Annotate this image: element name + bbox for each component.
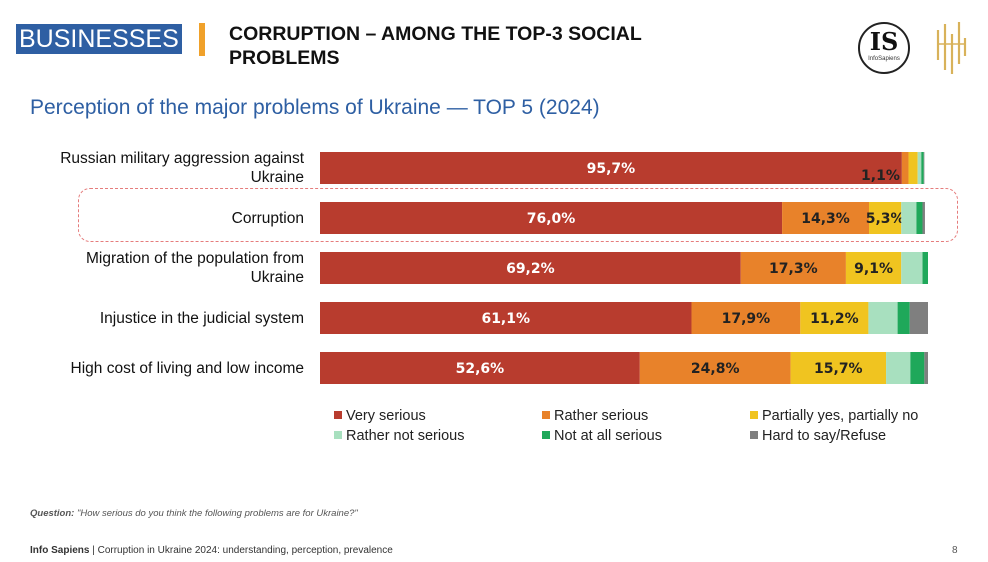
bar-segment bbox=[886, 352, 911, 384]
info-sapiens-logo: IS InfoSapiens bbox=[858, 22, 910, 74]
bar-segment bbox=[910, 352, 925, 384]
legend-item: Rather serious bbox=[542, 408, 648, 424]
bar-segment bbox=[922, 202, 925, 234]
bar-segment bbox=[320, 202, 783, 234]
bar-segment bbox=[782, 202, 870, 234]
category-label-line: Russian military aggression against bbox=[60, 150, 304, 167]
category-label: Injustice in the judicial system bbox=[14, 309, 304, 328]
category-label-line: Ukraine bbox=[250, 169, 304, 186]
legend-swatch bbox=[334, 431, 342, 439]
data-label: 61,1% bbox=[481, 311, 530, 327]
bar-segment bbox=[320, 252, 741, 284]
data-label: 17,9% bbox=[722, 311, 771, 327]
data-label: 11,2% bbox=[810, 311, 859, 327]
bar-segment bbox=[800, 302, 869, 334]
bar-segment bbox=[897, 302, 910, 334]
data-label: 76,0% bbox=[527, 211, 576, 227]
data-label: 9,1% bbox=[854, 261, 893, 277]
data-label: 14,3% bbox=[801, 211, 850, 227]
bar-segment bbox=[916, 202, 923, 234]
bar-segment bbox=[320, 152, 902, 184]
data-label-outside: 1,1% bbox=[861, 168, 900, 184]
headline-line-2: PROBLEMS bbox=[229, 47, 340, 69]
bar-segment bbox=[320, 302, 692, 334]
legend-label: Very serious bbox=[346, 408, 426, 424]
legend-item: Hard to say/Refuse bbox=[750, 428, 886, 444]
bar-segment bbox=[923, 152, 925, 184]
headline-line-1: CORRUPTION – AMONG THE TOP-3 SOCIAL bbox=[229, 23, 642, 45]
legend-label: Hard to say/Refuse bbox=[762, 428, 887, 444]
legend-swatch bbox=[334, 411, 342, 419]
logo-subtext: InfoSapiens bbox=[868, 56, 900, 62]
category-label-line: High cost of living and low income bbox=[70, 359, 304, 377]
question-label: Question: bbox=[30, 508, 75, 519]
question-footnote: Question: "How serious do you think the … bbox=[30, 508, 358, 519]
page-number: 8 bbox=[952, 545, 958, 556]
section-tag-accent bbox=[199, 23, 205, 56]
legend-item: Partially yes, partially no bbox=[750, 408, 918, 424]
legend-swatch bbox=[542, 411, 550, 419]
category-label: Migration of the population from Ukraine bbox=[14, 249, 304, 287]
chart-title: Perception of the major problems of Ukra… bbox=[30, 96, 600, 119]
bar-segment bbox=[901, 202, 917, 234]
stacked-bar-chart: 95,7% 76,0% 14,3% 5,3% 69,2% 17,3% 9,1% 61,1% 17… bbox=[320, 152, 928, 384]
bar-segment bbox=[639, 352, 791, 384]
footer-text: | Corruption in Ukraine 2024: understand… bbox=[89, 545, 393, 556]
legend-swatch bbox=[750, 431, 758, 439]
bar-segment bbox=[917, 152, 922, 184]
legend-swatch bbox=[750, 411, 758, 419]
page-footer: Info Sapiens | Corruption in Ukraine 202… bbox=[30, 545, 393, 556]
bar-segment bbox=[320, 352, 640, 384]
logo-mark: IS bbox=[869, 27, 899, 56]
data-label: 15,7% bbox=[814, 361, 863, 377]
bar-segment bbox=[901, 252, 923, 284]
bar-segment bbox=[921, 152, 924, 184]
bar-segment bbox=[740, 252, 846, 284]
brand-bars-icon bbox=[936, 22, 967, 74]
legend-label: Rather serious bbox=[554, 408, 649, 424]
data-label: 52,6% bbox=[456, 361, 505, 377]
footer-brand: Info Sapiens bbox=[30, 545, 90, 556]
legend-item: Not at all serious bbox=[542, 428, 662, 444]
legend-label: Not at all serious bbox=[554, 428, 662, 444]
bar-segment bbox=[868, 302, 898, 334]
section-tag: BUSINESSES bbox=[16, 24, 182, 54]
category-label-line: Ukraine bbox=[250, 269, 304, 286]
data-label: 69,2% bbox=[506, 261, 555, 277]
data-label: 95,7% bbox=[587, 161, 636, 177]
bar-segment bbox=[922, 252, 928, 284]
bar-segment bbox=[909, 302, 928, 334]
bar-segment bbox=[924, 352, 928, 384]
corruption-highlight-frame bbox=[78, 188, 958, 242]
bar-segment bbox=[691, 302, 801, 334]
category-label: Corruption bbox=[14, 209, 304, 228]
legend-item: Rather not serious bbox=[334, 428, 464, 444]
legend-item: Very serious bbox=[334, 408, 426, 424]
data-label: 24,8% bbox=[691, 361, 740, 377]
bar-segment bbox=[790, 352, 887, 384]
category-label: High cost of living and low income bbox=[14, 359, 304, 378]
bar-segment bbox=[908, 152, 918, 184]
bar-segment bbox=[869, 202, 902, 234]
legend-swatch bbox=[542, 431, 550, 439]
category-label-line: Migration of the population from bbox=[86, 250, 304, 267]
category-label-line: Injustice in the judicial system bbox=[99, 309, 304, 327]
data-label: 17,3% bbox=[769, 261, 818, 277]
bar-segment bbox=[845, 252, 902, 284]
data-label: 5,3% bbox=[866, 211, 905, 227]
category-label: Russian military aggression against Ukrai… bbox=[14, 149, 304, 187]
category-label-line: Corruption bbox=[231, 209, 304, 227]
bar-segment bbox=[901, 152, 909, 184]
legend-label: Partially yes, partially no bbox=[762, 408, 919, 424]
legend-label: Rather not serious bbox=[346, 428, 465, 444]
page-headline: CORRUPTION – AMONG THE TOP-3 SOCIAL PROB… bbox=[229, 22, 749, 70]
question-text: "How serious do you think the following … bbox=[76, 508, 358, 519]
